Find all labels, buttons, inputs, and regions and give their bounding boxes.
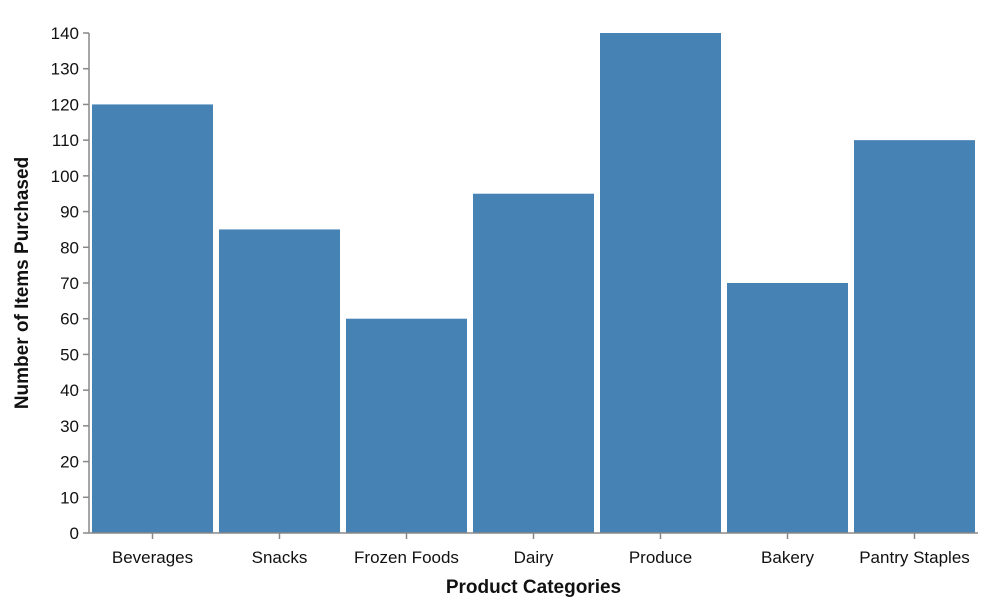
y-tick-label: 70 bbox=[60, 274, 79, 293]
y-tick-label: 140 bbox=[51, 24, 79, 43]
bar-produce bbox=[600, 33, 721, 533]
bar-beverages bbox=[92, 104, 213, 533]
y-tick-label: 120 bbox=[51, 95, 79, 114]
bar-snacks bbox=[219, 229, 340, 533]
y-tick-label: 50 bbox=[60, 345, 79, 364]
y-tick-label: 110 bbox=[52, 131, 79, 150]
bar-pantry-staples bbox=[854, 140, 975, 533]
x-axis-title: Product Categories bbox=[446, 577, 621, 598]
y-tick-label: 10 bbox=[60, 488, 79, 507]
y-axis: 0 10 20 30 40 50 60 70 80 90 100 110 120 130 140 bbox=[51, 24, 90, 543]
bar-frozen-foods bbox=[346, 318, 467, 533]
x-tick-label: Bakery bbox=[761, 548, 814, 567]
y-tick-label: 100 bbox=[51, 167, 79, 186]
y-tick-label: 60 bbox=[60, 310, 79, 329]
x-axis: Beverages Snacks Frozen Foods Dairy Produce B… bbox=[89, 532, 978, 567]
y-tick-label: 20 bbox=[60, 453, 79, 472]
y-axis-title: Number of Items Purchased bbox=[12, 157, 33, 409]
x-tick-label: Pantry Staples bbox=[859, 548, 970, 567]
bars-group bbox=[92, 33, 975, 533]
x-tick-label: Frozen Foods bbox=[354, 548, 459, 567]
bar-dairy bbox=[473, 193, 594, 533]
x-tick-label: Beverages bbox=[112, 548, 193, 567]
y-tick-label: 80 bbox=[60, 238, 79, 257]
x-tick-label: Produce bbox=[629, 548, 692, 567]
bar-bakery bbox=[727, 283, 848, 533]
y-tick-label: 130 bbox=[51, 60, 79, 79]
y-tick-label: 30 bbox=[60, 417, 79, 436]
x-tick-label: Dairy bbox=[514, 548, 554, 567]
y-tick-label: 90 bbox=[60, 203, 79, 222]
y-tick-label: 0 bbox=[70, 524, 79, 543]
x-tick-label: Snacks bbox=[252, 548, 308, 567]
y-tick-label: 40 bbox=[60, 381, 79, 400]
